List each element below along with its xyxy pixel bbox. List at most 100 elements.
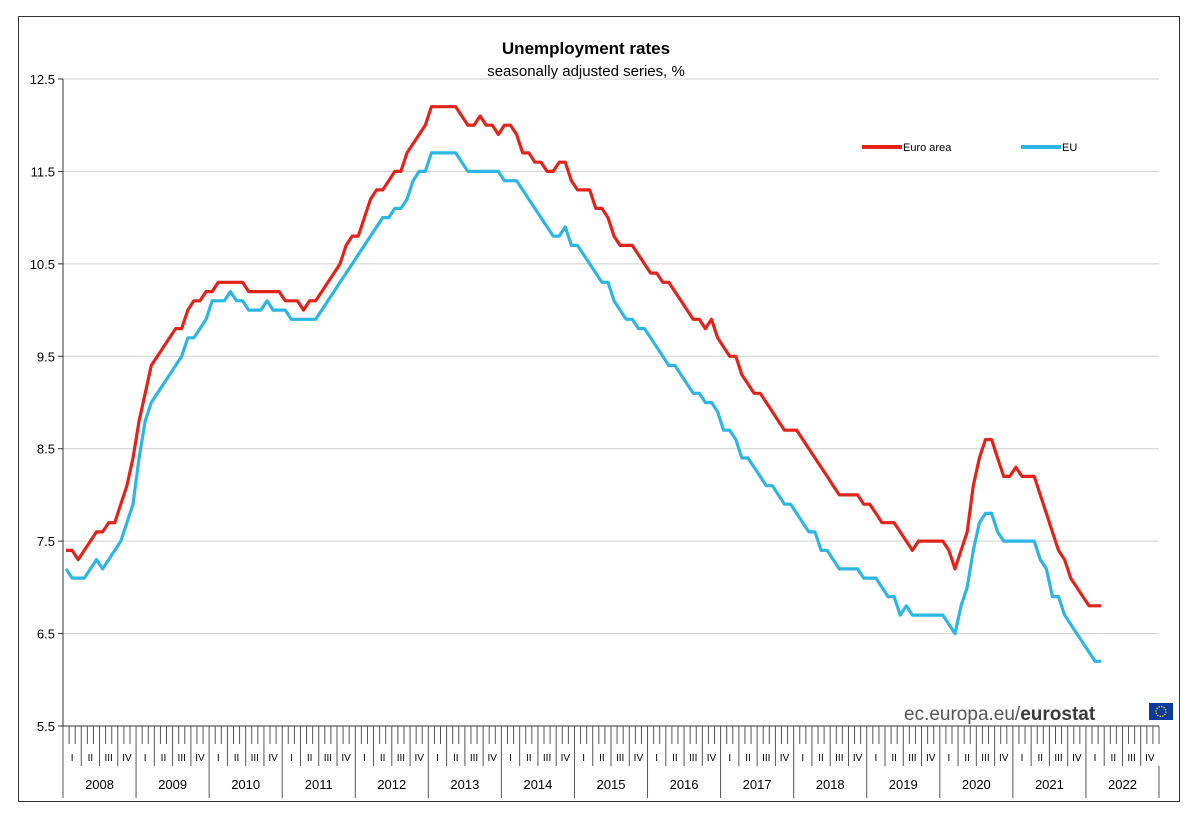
chart-title: Unemployment rates	[502, 39, 670, 58]
x-quarter-label: III	[543, 753, 551, 764]
x-quarter-label: I	[874, 753, 877, 764]
x-quarter-label: I	[217, 753, 220, 764]
x-quarter-label: II	[234, 753, 240, 764]
x-quarter-label: II	[88, 753, 94, 764]
x-quarter-label: I	[436, 753, 439, 764]
x-quarter-label: I	[582, 753, 585, 764]
unemployment-line-chart: Unemployment rates seasonally adjusted s…	[30, 39, 1173, 798]
y-tick-label: 12.5	[30, 72, 55, 87]
y-tick-label: 6.5	[37, 627, 55, 642]
y-tick-label: 5.5	[37, 719, 55, 734]
x-quarter-label: I	[655, 753, 658, 764]
x-quarter-label: I	[801, 753, 804, 764]
x-quarter-label: III	[908, 753, 916, 764]
x-quarter-label: IV	[1072, 753, 1082, 764]
series-lines	[64, 105, 1102, 663]
x-quarter-label: II	[161, 753, 167, 764]
x-year-label: 2015	[597, 777, 626, 792]
legend-euro-area-label: Euro area	[903, 142, 952, 154]
x-quarter-label: III	[689, 753, 697, 764]
y-tick-label: 7.5	[37, 534, 55, 549]
chart-subtitle: seasonally adjusted series, %	[487, 63, 685, 80]
x-quarter-label: IV	[488, 753, 498, 764]
x-year-label: 2017	[743, 777, 772, 792]
x-quarter-label: II	[964, 753, 970, 764]
x-quarter-label: I	[948, 753, 951, 764]
source-brand: eurostat	[1020, 704, 1096, 725]
x-quarter-label: III	[835, 753, 843, 764]
x-quarter-label: III	[324, 753, 332, 764]
x-year-label: 2008	[85, 777, 114, 792]
x-axis: I II III IV I II III IV I II III IV I II III IV I II III IV…	[62, 725, 1160, 798]
x-quarter-label: I	[290, 753, 293, 764]
legend-eu-label: EU	[1062, 142, 1077, 154]
x-quarter-label: I	[1021, 753, 1024, 764]
x-year-label: 2009	[158, 777, 187, 792]
x-quarter-label: II	[307, 753, 313, 764]
x-quarter-label: IV	[634, 753, 644, 764]
x-quarter-label: III	[1054, 753, 1062, 764]
eu-flag-icon	[1149, 703, 1173, 720]
x-quarter-label: IV	[707, 753, 717, 764]
chart-frame: Unemployment rates seasonally adjusted s…	[18, 16, 1180, 802]
y-tick-label: 11.5	[31, 164, 55, 179]
y-axis-ticks: 12.5 11.5 10.5 9.5 8.5 7.5 6.5 5.5	[30, 72, 64, 734]
x-quarter-label: II	[1111, 753, 1117, 764]
x-year-label: 2019	[889, 777, 918, 792]
euro-area-line	[66, 105, 1102, 608]
y-tick-label: 8.5	[37, 442, 55, 457]
x-year-label: 2018	[816, 777, 845, 792]
x-quarter-label: II	[526, 753, 532, 764]
eurostat-source: ec.europa.eu/eurostat	[904, 703, 1173, 725]
x-quarter-label: I	[509, 753, 512, 764]
x-quarter-label: III	[251, 753, 259, 764]
eu-line	[64, 151, 1102, 663]
x-quarter-label: IV	[268, 753, 278, 764]
x-quarter-label: IV	[561, 753, 571, 764]
x-year-label: 2022	[1108, 777, 1137, 792]
x-year-label: 2012	[377, 777, 406, 792]
x-quarter-label: I	[144, 753, 147, 764]
x-quarter-label: III	[616, 753, 624, 764]
x-quarter-label: II	[380, 753, 386, 764]
x-quarter-label: I	[71, 753, 74, 764]
x-quarter-label: IV	[853, 753, 863, 764]
x-quarter-label: IV	[926, 753, 936, 764]
x-quarter-label: IV	[414, 753, 424, 764]
x-year-label: 2010	[231, 777, 260, 792]
x-quarter-label: I	[1094, 753, 1097, 764]
x-quarter-label: II	[745, 753, 751, 764]
x-year-label: 2014	[523, 777, 552, 792]
x-quarter-label: II	[453, 753, 459, 764]
x-quarter-label: II	[891, 753, 897, 764]
x-quarter-label: III	[104, 753, 112, 764]
x-quarter-label: II	[818, 753, 824, 764]
x-year-label: 2016	[670, 777, 699, 792]
x-quarter-label: IV	[1145, 753, 1155, 764]
y-tick-label: 9.5	[37, 349, 55, 364]
x-quarter-label: I	[728, 753, 731, 764]
x-quarter-label: IV	[341, 753, 351, 764]
source-prefix: ec.europa.eu/	[904, 704, 1021, 725]
x-quarter-label: IV	[195, 753, 205, 764]
gridlines	[63, 78, 1159, 727]
x-quarter-label: III	[1127, 753, 1135, 764]
x-quarter-label: I	[363, 753, 366, 764]
x-year-label: 2020	[962, 777, 991, 792]
x-year-label: 2011	[305, 777, 333, 792]
x-quarter-label: III	[178, 753, 186, 764]
x-quarter-label: IV	[999, 753, 1009, 764]
x-year-label: 2021	[1035, 777, 1064, 792]
x-quarter-label: IV	[122, 753, 132, 764]
x-quarter-label: IV	[780, 753, 790, 764]
x-quarter-label: II	[1037, 753, 1043, 764]
x-quarter-label: II	[599, 753, 605, 764]
x-year-label: 2013	[450, 777, 479, 792]
x-quarter-label: III	[762, 753, 770, 764]
y-tick-label: 10.5	[30, 257, 55, 272]
x-quarter-label: II	[672, 753, 678, 764]
x-quarter-label: III	[470, 753, 478, 764]
x-quarter-label: III	[397, 753, 405, 764]
x-quarter-label: III	[981, 753, 989, 764]
source-credit: ec.europa.eu/eurostat	[904, 704, 1096, 725]
